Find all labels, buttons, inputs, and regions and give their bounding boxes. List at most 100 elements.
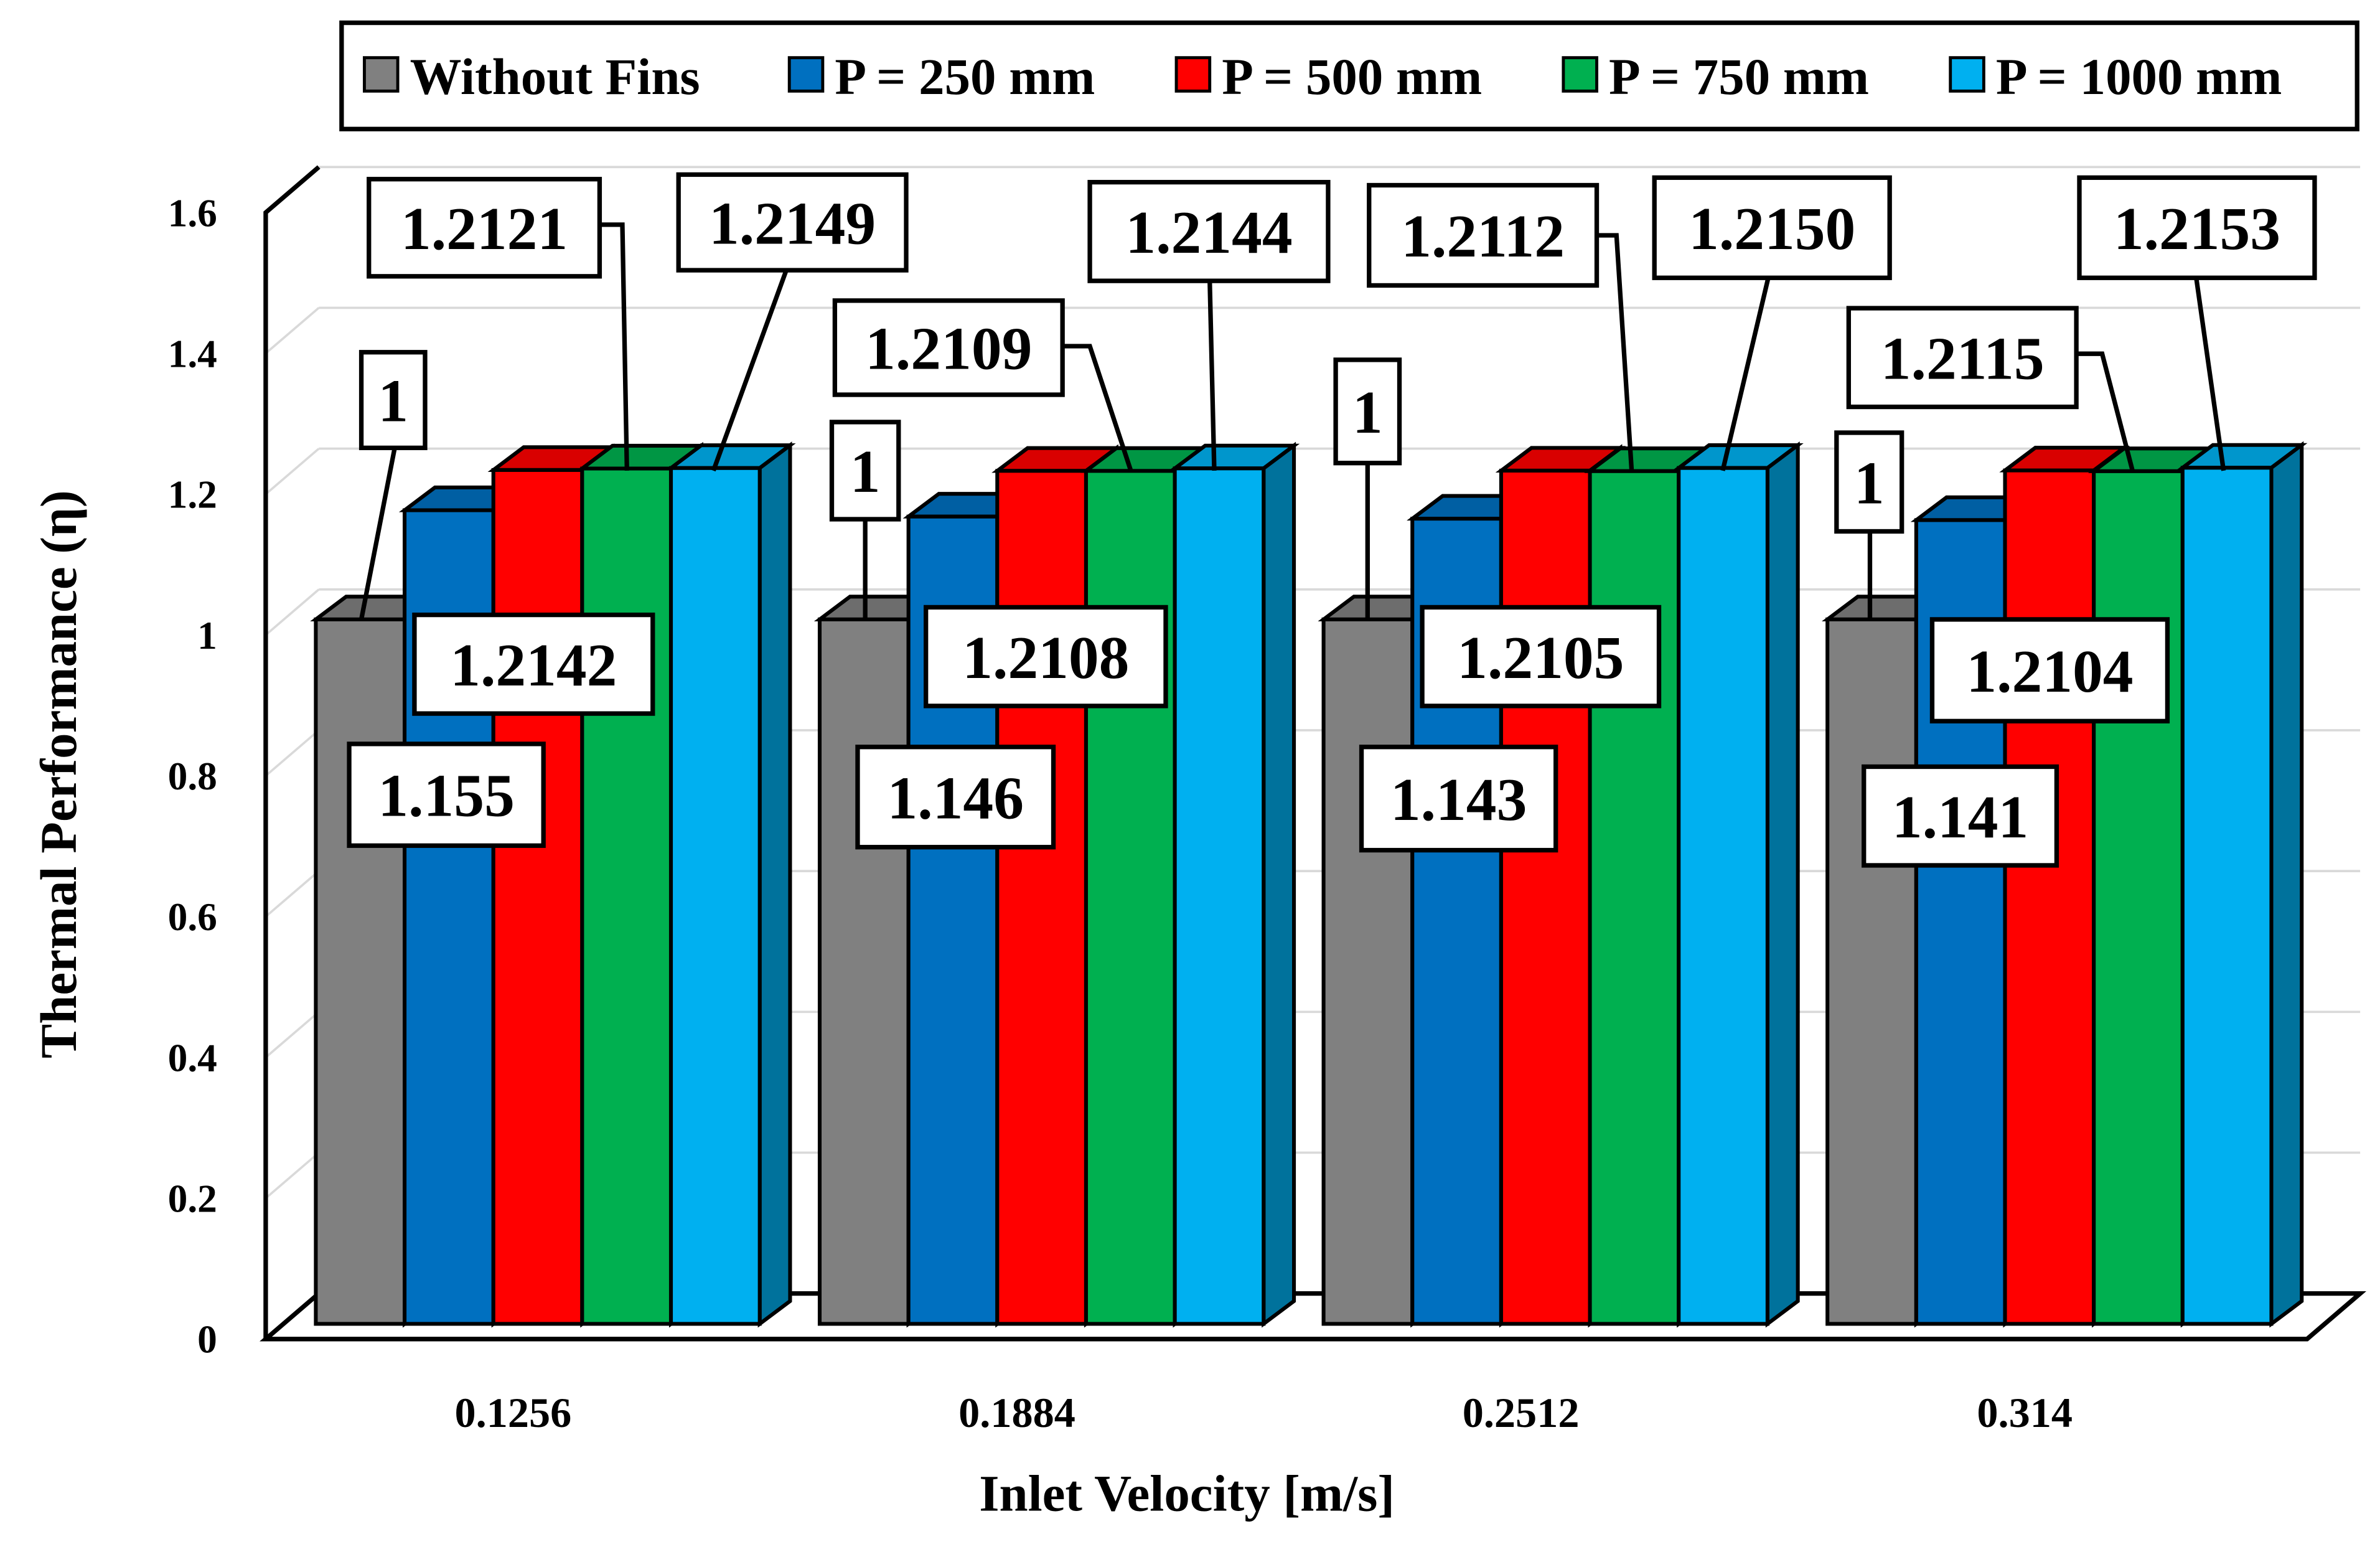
data-label: 1.2104 <box>1966 638 2133 705</box>
legend-entry: P = 750 mm <box>1609 48 1869 105</box>
data-label-box <box>358 350 428 451</box>
data-label: 1 <box>378 368 408 435</box>
floor <box>260 1291 2367 1342</box>
y-tick-label: 1.6 <box>168 191 217 235</box>
gridline-side <box>265 870 320 918</box>
leader-line <box>1720 277 1771 471</box>
legend-swatch <box>1949 56 1985 93</box>
gridline-side <box>265 588 320 636</box>
bar-side <box>757 441 792 1328</box>
legend-entry: P = 1000 mm <box>1996 48 2282 105</box>
leader-line <box>711 269 789 472</box>
data-label-box <box>347 741 546 848</box>
bar-p-1000-mm <box>668 466 762 1326</box>
bar-p-750-mm <box>2092 469 2185 1326</box>
legend-swatch <box>787 56 825 93</box>
legend-swatch <box>362 56 400 93</box>
data-label: 1.2121 <box>401 195 568 263</box>
data-label-box <box>1367 182 1600 288</box>
bar-side <box>2269 441 2304 1328</box>
data-label-box <box>1834 430 1904 534</box>
data-label: 1 <box>1854 450 1885 517</box>
data-label: 1.2105 <box>1457 624 1624 692</box>
data-label-box <box>676 172 909 273</box>
y-axis-title: Thermal Performance (η) <box>30 490 87 1058</box>
leader-line <box>1596 233 1634 471</box>
bar-p-1000-mm <box>2180 466 2274 1326</box>
bar-p-500-mm <box>2003 468 2096 1326</box>
data-label: 1 <box>1352 379 1383 446</box>
data-label: 1 <box>850 438 881 506</box>
data-label: 1.143 <box>1390 766 1527 834</box>
gridline-side <box>265 1152 320 1200</box>
data-label: 1.2144 <box>1125 199 1292 266</box>
gridline-side <box>265 307 320 354</box>
x-tick-label: 0.1884 <box>958 1389 1075 1436</box>
data-label-box <box>412 612 655 716</box>
data-label-box <box>1333 357 1402 466</box>
legend-box <box>339 20 2359 131</box>
leader-line <box>358 447 397 620</box>
bar-p-750-mm <box>580 466 673 1326</box>
data-label-box <box>1420 605 1662 708</box>
legend-entry: P = 250 mm <box>835 48 1095 105</box>
x-axis-title: Inlet Velocity [m/s] <box>979 1464 1395 1522</box>
bar-side <box>1765 441 1800 1328</box>
bar-p-750-mm <box>1588 469 1681 1326</box>
bar-without-fins <box>1825 617 1918 1326</box>
data-label: 1.2109 <box>865 316 1032 383</box>
legend-swatch <box>1174 56 1212 93</box>
leader-line <box>2194 277 2226 471</box>
y-tick-label: 0.2 <box>168 1177 217 1221</box>
x-tick-label: 0.2512 <box>1463 1389 1580 1436</box>
x-tick-label: 0.314 <box>1977 1389 2073 1436</box>
legend-entry: Without Fins <box>410 48 700 105</box>
gridline-side <box>265 448 320 496</box>
data-label: 1.2153 <box>2114 195 2280 263</box>
leader-line <box>599 222 629 471</box>
y-tick-label: 1 <box>197 614 217 657</box>
data-label-box <box>367 177 602 279</box>
bar-p-1000-mm <box>1173 466 1266 1326</box>
data-label: 1.146 <box>888 765 1024 832</box>
bar-p-500-mm <box>491 468 584 1326</box>
y-tick-label: 0.4 <box>168 1036 217 1080</box>
data-label-box <box>1087 179 1331 283</box>
bar-without-fins <box>314 617 407 1326</box>
bar-p-500-mm <box>995 469 1089 1326</box>
bar-p-750-mm <box>1084 469 1177 1326</box>
leader-line <box>1207 281 1217 471</box>
gridline-side <box>265 1010 320 1058</box>
data-label: 1.2108 <box>962 624 1129 692</box>
gridline-side <box>265 729 320 777</box>
data-label-box <box>1359 745 1558 853</box>
data-label-box <box>924 605 1168 708</box>
data-label: 1.155 <box>378 763 514 830</box>
bar-p-500-mm <box>1499 468 1592 1326</box>
data-label-box <box>832 298 1065 397</box>
data-label: 1.2112 <box>1401 203 1565 270</box>
legend-swatch <box>1562 56 1598 93</box>
data-label-box <box>1862 764 2059 868</box>
data-label: 1.2150 <box>1689 195 1855 263</box>
data-label-box <box>1652 175 1892 280</box>
data-label-box <box>2077 175 2317 280</box>
data-label-box <box>829 420 901 522</box>
data-label: 1.2115 <box>1881 325 2045 392</box>
leader-line <box>2076 351 2135 471</box>
y-axis-wall <box>263 165 321 1339</box>
data-label: 1.141 <box>1892 784 2028 851</box>
bar-without-fins <box>1321 617 1415 1326</box>
data-label: 1.2142 <box>450 632 617 699</box>
bar-without-fins <box>817 617 911 1326</box>
legend-entry: P = 500 mm <box>1222 48 1482 105</box>
data-label-box <box>1846 306 2079 410</box>
x-tick-label: 0.1256 <box>455 1389 572 1436</box>
data-label-box <box>855 745 1056 850</box>
y-tick-label: 0.6 <box>168 895 217 939</box>
data-label: 1.2149 <box>709 190 876 257</box>
data-label-box <box>1929 617 2170 723</box>
bar-p-1000-mm <box>1677 466 1769 1326</box>
y-tick-label: 1.2 <box>168 473 217 517</box>
